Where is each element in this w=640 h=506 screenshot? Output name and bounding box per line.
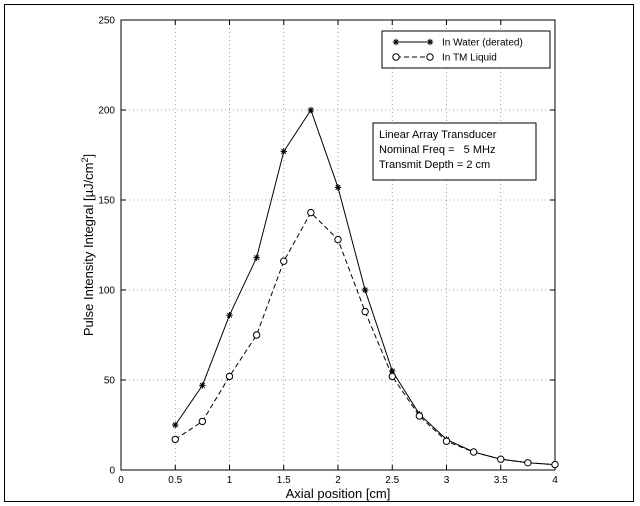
y-tick-label: 50 bbox=[104, 376, 116, 387]
x-tick-label: 3.5 bbox=[494, 475, 508, 486]
data-point-circle bbox=[469, 448, 478, 456]
data-point-asterisk bbox=[280, 148, 287, 155]
annotation-box: Linear Array Transducer Nominal Freq = 5… bbox=[372, 122, 537, 181]
data-point-asterisk bbox=[334, 184, 342, 191]
x-axis-label: Axial position [cm] bbox=[286, 486, 391, 501]
x-tick-label: 1 bbox=[227, 475, 233, 486]
series-layer bbox=[171, 106, 559, 469]
data-point-circle bbox=[361, 307, 369, 316]
data-point-asterisk bbox=[392, 38, 400, 46]
y-tick-label: 200 bbox=[98, 106, 115, 117]
x-tick-label: 2.5 bbox=[385, 475, 399, 486]
x-tick-label: 1.5 bbox=[277, 475, 291, 486]
data-point-circle bbox=[225, 372, 234, 381]
series-line bbox=[175, 211, 556, 466]
series-in-tm-liquid bbox=[171, 208, 559, 469]
legend-entry: In TM Liquid bbox=[392, 53, 497, 64]
grid bbox=[121, 20, 555, 470]
data-point-circle bbox=[442, 437, 451, 445]
axis-ticks: 0 0.5 1 1.5 2 2.5 3 3.5 4 0 50 100 150 200 250 bbox=[98, 16, 558, 487]
data-point-asterisk bbox=[199, 382, 206, 389]
x-tick-label: 4 bbox=[552, 475, 558, 486]
data-point-circle bbox=[392, 53, 400, 61]
data-point-circle bbox=[426, 53, 434, 61]
data-point-circle bbox=[280, 257, 288, 265]
annotation-frame bbox=[372, 122, 537, 181]
data-point-asterisk bbox=[226, 312, 233, 319]
data-point-circle bbox=[307, 208, 315, 217]
legend-entry: In Water (derated) bbox=[392, 38, 523, 49]
data-point-asterisk bbox=[253, 254, 260, 261]
data-point-circle bbox=[171, 435, 179, 444]
data-point-circle bbox=[334, 235, 342, 244]
y-axis-label: Pulse Intensity Integral [µJ/cm2] bbox=[80, 154, 96, 336]
x-tick-label: 3 bbox=[444, 475, 450, 486]
data-point-circle bbox=[551, 460, 559, 469]
data-point-circle bbox=[198, 417, 207, 426]
data-point-circle bbox=[497, 455, 505, 463]
legend-label: In TM Liquid bbox=[442, 53, 497, 64]
data-point-asterisk bbox=[307, 106, 315, 114]
data-point-asterisk bbox=[172, 421, 179, 429]
annotation-line: Nominal Freq = 5 MHz bbox=[379, 144, 495, 156]
y-tick-label: 150 bbox=[98, 196, 115, 207]
data-point-circle bbox=[388, 372, 396, 381]
x-tick-label: 2 bbox=[335, 475, 341, 486]
annotation-line: Linear Array Transducer bbox=[379, 129, 497, 141]
y-tick-label: 100 bbox=[98, 286, 115, 297]
legend-box bbox=[381, 30, 551, 69]
figure-frame bbox=[4, 4, 634, 502]
data-point-asterisk bbox=[426, 38, 434, 46]
legend: In Water (derated) In TM Liquid bbox=[381, 30, 551, 69]
y-axis-label-suffix: ] bbox=[81, 154, 96, 158]
y-axis-label-superscript: 2 bbox=[80, 157, 90, 162]
data-point-circle bbox=[415, 412, 424, 420]
x-tick-label: 0 bbox=[118, 475, 124, 486]
annotation-line: Transmit Depth = 2 cm bbox=[379, 159, 490, 171]
y-axis-label-main: Pulse Intensity Integral [µJ/cm bbox=[81, 162, 96, 336]
data-point-circle bbox=[524, 459, 532, 467]
x-tick-label: 0.5 bbox=[168, 475, 182, 486]
y-tick-label: 0 bbox=[109, 466, 115, 477]
y-tick-label: 250 bbox=[98, 16, 115, 27]
data-point-circle bbox=[252, 331, 261, 339]
legend-label: In Water (derated) bbox=[442, 38, 523, 49]
data-point-asterisk bbox=[361, 286, 369, 294]
